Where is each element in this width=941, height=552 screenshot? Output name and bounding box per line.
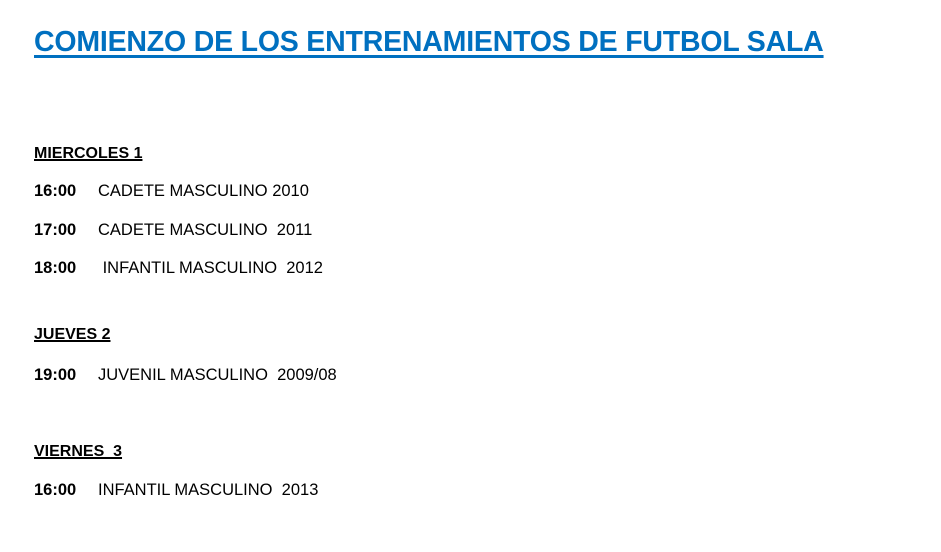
session-team: INFANTIL MASCULINO 2012 [98, 259, 323, 277]
session-team: INFANTIL MASCULINO 2013 [98, 481, 319, 499]
session-team: CADETE MASCULINO 2011 [98, 221, 313, 239]
session-row: 19:00 JUVENIL MASCULINO 2009/08 [34, 366, 337, 385]
session-row: 17:00 CADETE MASCULINO 2011 [34, 221, 312, 240]
session-time: 16:00 [34, 182, 77, 200]
session-time: 19:00 [34, 366, 77, 384]
session-time: 17:00 [34, 221, 77, 239]
session-row: 16:00 CADETE MASCULINO 2010 [34, 182, 309, 201]
day-heading: JUEVES 2 [34, 326, 111, 343]
session-team: JUVENIL MASCULINO 2009/08 [98, 366, 337, 384]
page-title: COMIENZO DE LOS ENTRENAMIENTOS DE FUTBOL… [34, 26, 824, 58]
day-heading: MIERCOLES 1 [34, 145, 143, 162]
session-row: 16:00 INFANTIL MASCULINO 2013 [34, 481, 318, 500]
session-team: CADETE MASCULINO 2010 [98, 182, 309, 200]
session-time: 18:00 [34, 259, 77, 277]
session-row: 18:00 INFANTIL MASCULINO 2012 [34, 259, 323, 278]
session-time: 16:00 [34, 481, 77, 499]
day-heading: VIERNES 3 [34, 443, 123, 460]
